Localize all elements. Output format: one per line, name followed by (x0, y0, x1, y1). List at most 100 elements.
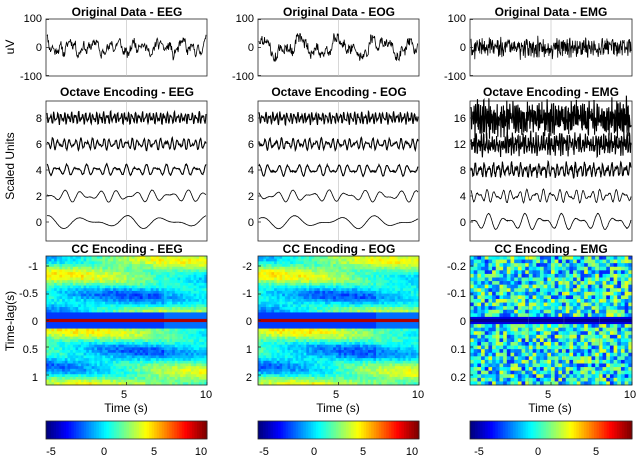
heatmap-eeg-cell (54, 358, 57, 361)
heatmap-eeg-cell (148, 272, 151, 275)
heatmap-eeg-cell (116, 286, 119, 289)
heatmap-eog-cell (339, 278, 342, 281)
heatmap-eog-cell (312, 307, 315, 310)
heatmap-eeg-cell (110, 261, 113, 264)
heatmap-eeg-cell (100, 299, 103, 302)
heatmap-eeg-cell (169, 302, 172, 305)
heatmap-eog-cell (261, 315, 264, 318)
heatmap-eog-cell (312, 326, 315, 329)
heatmap-eog-cell (333, 267, 336, 270)
heatmap-eeg-cell (153, 337, 156, 340)
heatmap-eeg-cell (89, 339, 92, 342)
heatmap-eeg-cell (172, 361, 175, 364)
heatmap-eog-cell (395, 291, 398, 294)
heatmap-eeg-cell (54, 304, 57, 307)
heatmap-eog-cell (384, 331, 387, 334)
heatmap-eog-cell (288, 291, 291, 294)
heatmap-eeg-cell (132, 364, 135, 367)
heatmap-eog-cell (293, 337, 296, 340)
heatmap-eeg-cell (172, 296, 175, 299)
heatmap-eeg-cell (140, 355, 143, 358)
heatmap-eeg-cell (135, 380, 138, 383)
heatmap-eeg-cell (196, 259, 199, 262)
heatmap-eeg-cell (54, 288, 57, 291)
heatmap-eog-cell (266, 334, 269, 337)
heatmap-eeg-cell (110, 345, 113, 348)
heatmap-eeg-cell (161, 377, 164, 380)
heatmap-eeg-cell (67, 288, 70, 291)
heatmap-eeg-cell (148, 307, 151, 310)
heatmap-eog-cell (271, 294, 274, 297)
heatmap-eeg-cell (127, 272, 130, 275)
heatmap-eog-cell (403, 342, 406, 345)
heatmap-eeg-cell (183, 361, 186, 364)
heatmap-eeg-cell (94, 369, 97, 372)
heatmap-eog-cell (266, 278, 269, 281)
heatmap-eog-cell (379, 259, 382, 262)
heatmap-eeg-cell (118, 347, 121, 350)
heatmap-eeg-cell (169, 372, 172, 375)
heatmap-eeg-cell (202, 269, 205, 272)
heatmap-eog-cell (373, 280, 376, 283)
heatmap-eeg-cell (153, 361, 156, 364)
heatmap-eeg-cell (124, 353, 127, 356)
ytick-oct-eeg-0: 0 (36, 217, 42, 229)
heatmap-eeg-cell (135, 304, 138, 307)
heatmap-eeg-cell (100, 294, 103, 297)
heatmap-eog-cell (360, 304, 363, 307)
heatmap-eog-cell (309, 267, 312, 270)
heatmap-eeg-cell (172, 304, 175, 307)
heatmap-eeg-cell (183, 339, 186, 342)
heatmap-eog-cell (336, 280, 339, 283)
heatmap-eeg-cell (199, 350, 202, 353)
heatmap-eeg-cell (132, 267, 135, 270)
heatmap-eog-cell (349, 291, 352, 294)
heatmap-eeg-cell (73, 339, 76, 342)
heatmap-eog-cell (376, 323, 379, 326)
heatmap-eog-cell (363, 307, 366, 310)
heatmap-eog-cell (341, 323, 344, 326)
heatmap-eog-cell (293, 329, 296, 332)
heatmap-eeg-cell (51, 331, 54, 334)
heatmap-eeg-cell (76, 342, 79, 345)
heatmap-eog-cell (344, 272, 347, 275)
heatmap-eeg-cell (151, 307, 154, 310)
heatmap-eeg-cell (81, 323, 84, 326)
heatmap-eog-cell (325, 312, 328, 315)
heatmap-eeg-cell (161, 310, 164, 313)
heatmap-eog-cell (357, 307, 360, 310)
heatmap-eog-cell (368, 299, 371, 302)
heatmap-eog-cell (309, 269, 312, 272)
heatmap-eeg-cell (65, 286, 68, 289)
heatmap-eeg-cell (70, 299, 73, 302)
heatmap-eeg-cell (49, 350, 52, 353)
heatmap-eeg-cell (186, 372, 189, 375)
heatmap-eog-cell (414, 299, 417, 302)
heatmap-eog-cell (392, 307, 395, 310)
heatmap-eeg-cell (67, 326, 70, 329)
heatmap-eeg-cell (151, 380, 154, 383)
heatmap-eeg-cell (121, 377, 124, 380)
heatmap-eeg-cell (105, 310, 108, 313)
heatmap-eeg-cell (183, 302, 186, 305)
heatmap-eeg-cell (148, 304, 151, 307)
heatmap-eog-cell (263, 339, 266, 342)
heatmap-eeg-cell (194, 337, 197, 340)
heatmap-eeg-cell (102, 323, 105, 326)
heatmap-eog-cell (274, 267, 277, 270)
heatmap-eeg-cell (167, 307, 170, 310)
heatmap-eeg-cell (67, 280, 70, 283)
heatmap-eeg-cell (118, 361, 121, 364)
heatmap-eeg-cell (121, 299, 124, 302)
heatmap-eeg-cell (183, 342, 186, 345)
heatmap-eeg-cell (70, 280, 73, 283)
heatmap-eeg-cell (151, 364, 154, 367)
heatmap-eeg-cell (159, 380, 162, 383)
heatmap-eeg-cell (84, 312, 87, 315)
heatmap-eeg-cell (92, 283, 95, 286)
heatmap-eog-cell (263, 310, 266, 313)
heatmap-eog-cell (403, 296, 406, 299)
heatmap-eog-cell (349, 296, 352, 299)
heatmap-eeg-cell (89, 283, 92, 286)
heatmap-eog-cell (285, 342, 288, 345)
